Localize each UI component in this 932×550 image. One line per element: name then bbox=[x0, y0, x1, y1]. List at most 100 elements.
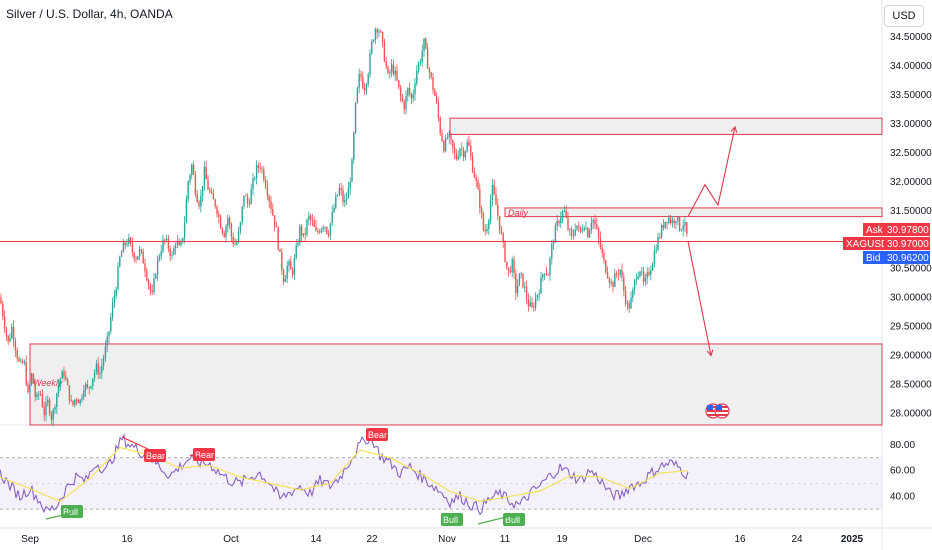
price-tick-label: 33.00000 bbox=[890, 119, 932, 130]
zone-box[interactable] bbox=[504, 207, 883, 218]
candle-body bbox=[587, 227, 589, 238]
candle-body bbox=[651, 264, 654, 271]
candle-body bbox=[515, 273, 517, 293]
candle-body bbox=[83, 390, 85, 398]
candle-body bbox=[230, 224, 233, 237]
bid-value-tag bbox=[884, 251, 930, 264]
candle-body bbox=[264, 179, 267, 188]
candle-body bbox=[47, 399, 49, 403]
ask-label: Ask bbox=[866, 225, 884, 236]
candle-body bbox=[446, 137, 449, 139]
candle-body bbox=[77, 399, 80, 404]
candle-body bbox=[259, 167, 261, 169]
candle-body bbox=[561, 211, 564, 218]
candle-body bbox=[138, 249, 141, 257]
candle-body bbox=[284, 278, 287, 282]
chart-title: Silver / U.S. Dollar, 4h, OANDA bbox=[6, 7, 173, 21]
candle-body bbox=[399, 87, 402, 96]
bear-signal-badge bbox=[144, 449, 166, 462]
candle-body bbox=[358, 74, 360, 88]
candle-body bbox=[560, 217, 562, 224]
candle-body bbox=[468, 142, 470, 146]
candle-body bbox=[153, 278, 155, 293]
candle-body bbox=[14, 340, 17, 351]
candle-body bbox=[340, 187, 342, 190]
candle-body bbox=[536, 295, 539, 299]
us-flag-icon[interactable] bbox=[705, 403, 730, 419]
time-tick-label: 22 bbox=[366, 534, 378, 545]
candle-body bbox=[108, 331, 110, 337]
candle-body bbox=[273, 215, 276, 226]
candle-body bbox=[574, 229, 576, 236]
candle-body bbox=[288, 261, 290, 266]
candle-body bbox=[482, 213, 485, 231]
candle-body bbox=[644, 277, 647, 282]
candle-body bbox=[486, 229, 488, 232]
candle-body bbox=[261, 168, 263, 170]
candle-body bbox=[286, 265, 288, 279]
candle-body bbox=[419, 61, 422, 64]
candle-body bbox=[281, 251, 283, 271]
candle-body bbox=[291, 269, 294, 275]
symbol-value: 30.97000 bbox=[887, 239, 929, 250]
candle-body bbox=[198, 202, 200, 207]
candle-body bbox=[387, 66, 389, 74]
candle-body bbox=[488, 220, 490, 230]
candle-body bbox=[369, 53, 371, 75]
candle-body bbox=[558, 221, 560, 224]
time-axis: Sep 16 Oct 14 22 Nov 11 19 Dec 16 24 2025 bbox=[21, 534, 863, 545]
candle-body bbox=[556, 221, 558, 226]
candle-body bbox=[417, 63, 420, 71]
candle-body bbox=[255, 165, 258, 179]
candle-body bbox=[432, 77, 434, 90]
candle-body bbox=[320, 228, 323, 233]
candle-body bbox=[120, 252, 123, 257]
candle-body bbox=[444, 137, 447, 152]
candle-body bbox=[632, 289, 634, 298]
candle-body bbox=[551, 243, 553, 259]
candle-body bbox=[59, 378, 62, 386]
rsi-ma-line bbox=[0, 446, 689, 503]
candle-body bbox=[678, 216, 681, 231]
candle-body bbox=[90, 385, 92, 389]
candle-body bbox=[111, 303, 114, 318]
candle-body bbox=[443, 140, 445, 152]
candle-body bbox=[147, 279, 150, 285]
candle-body bbox=[448, 133, 450, 138]
candle-body bbox=[603, 253, 605, 261]
price-tick-label: 29.00000 bbox=[890, 351, 932, 362]
candle-body bbox=[371, 41, 373, 54]
projection-up-arrow-head bbox=[730, 125, 738, 133]
candle-body bbox=[173, 248, 175, 255]
candle-body bbox=[2, 303, 4, 317]
candle-body bbox=[421, 51, 423, 62]
time-tick-label: 16 bbox=[121, 534, 133, 545]
candle-body bbox=[32, 373, 35, 384]
candle-body bbox=[554, 225, 557, 243]
bear-divergence-line bbox=[189, 454, 206, 461]
candle-body bbox=[606, 272, 609, 279]
candle-body bbox=[315, 226, 317, 231]
candle-body bbox=[583, 227, 585, 231]
candle-body bbox=[547, 274, 549, 276]
candle-body bbox=[498, 215, 501, 231]
candle-body bbox=[228, 217, 231, 225]
candle-body bbox=[275, 225, 278, 228]
candle-body bbox=[11, 326, 13, 339]
candle-body bbox=[646, 272, 648, 278]
candle-body bbox=[408, 88, 411, 94]
candle-body bbox=[162, 239, 164, 252]
candle-body bbox=[117, 266, 119, 290]
candle-body bbox=[353, 132, 355, 160]
bull-signal-badge bbox=[441, 513, 463, 526]
currency-selector[interactable]: USD bbox=[884, 5, 924, 27]
candle-body bbox=[218, 213, 220, 217]
candle-body bbox=[545, 273, 548, 275]
candle-body bbox=[225, 226, 227, 238]
candle-body bbox=[497, 204, 499, 216]
zone-box[interactable] bbox=[449, 117, 883, 135]
zone-box[interactable] bbox=[29, 343, 883, 426]
candle-body bbox=[592, 219, 594, 223]
candle-body bbox=[232, 236, 234, 245]
